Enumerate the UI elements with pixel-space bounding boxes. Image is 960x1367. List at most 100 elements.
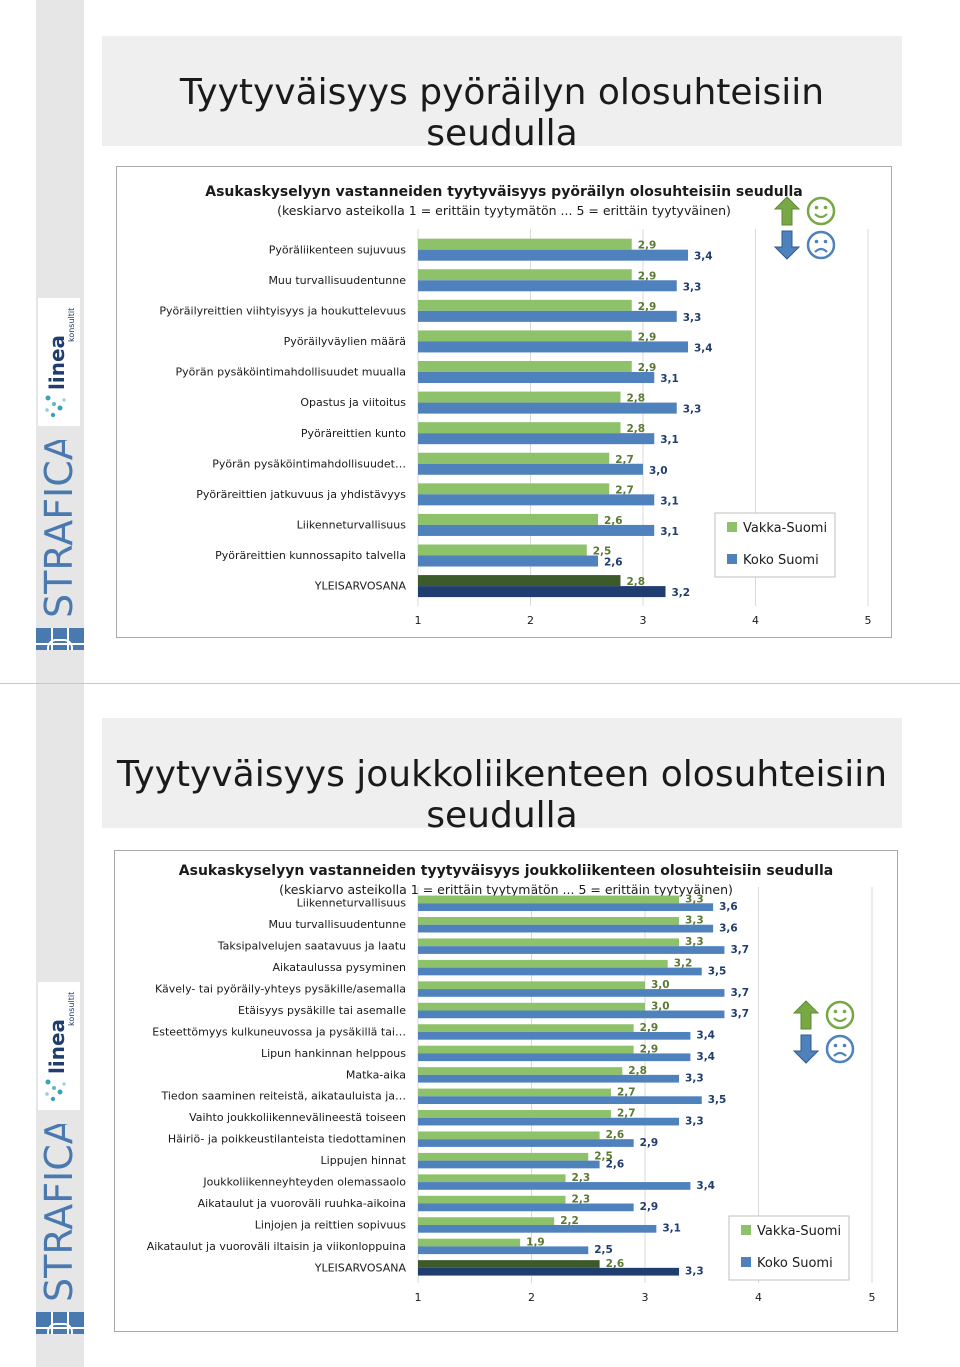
category-label: Taksipalvelujen saatavuus ja laatu bbox=[217, 940, 406, 953]
strafica-wordmark: STRAFICA bbox=[37, 1124, 81, 1302]
category-label: Aikataulut ja vuoroväli ruuhka-aikoina bbox=[198, 1197, 406, 1210]
slide-title: Tyytyväisyys joukkoliikenteen olosuhteis… bbox=[116, 754, 888, 836]
category-label: Muu turvallisuudentunne bbox=[268, 918, 406, 931]
smiley-sad-icon bbox=[825, 1034, 855, 1064]
bar-koko-suomi bbox=[418, 555, 598, 567]
value-label-koko-suomi: 3,4 bbox=[696, 1051, 715, 1063]
category-label: Liikenneturvallisuus bbox=[297, 897, 407, 910]
value-label-koko-suomi: 3,0 bbox=[649, 465, 668, 477]
value-label-vakka-suomi: 2,2 bbox=[560, 1215, 579, 1227]
value-label-vakka-suomi: 2,5 bbox=[594, 1151, 613, 1163]
bar-koko-suomi bbox=[418, 341, 688, 353]
value-label-koko-suomi: 3,5 bbox=[708, 1094, 727, 1106]
value-label-koko-suomi: 3,1 bbox=[660, 373, 679, 385]
value-label-vakka-suomi: 2,7 bbox=[615, 454, 634, 466]
bar-koko-suomi bbox=[418, 1010, 725, 1019]
value-label-vakka-suomi: 2,3 bbox=[572, 1172, 591, 1184]
bar-vakka-suomi bbox=[418, 544, 587, 556]
rating-icons bbox=[773, 196, 836, 260]
arrow-down-icon bbox=[792, 1034, 820, 1064]
strafica-emblem bbox=[36, 1312, 84, 1334]
bar-koko-suomi bbox=[418, 586, 666, 598]
title-band: Tyytyväisyys pyöräilyn olosuhteisiin seu… bbox=[102, 36, 902, 154]
value-label-vakka-suomi: 3,0 bbox=[651, 979, 670, 991]
bar-koko-suomi bbox=[418, 1074, 680, 1083]
value-label-koko-suomi: 3,7 bbox=[730, 944, 749, 956]
bar-vakka-suomi bbox=[418, 238, 632, 250]
category-label: Pyöräreittien jatkuvuus ja yhdistävyys bbox=[196, 488, 406, 501]
slide-divider bbox=[0, 683, 960, 684]
bar-koko-suomi bbox=[418, 1139, 634, 1147]
x-tick-label: 2 bbox=[528, 1291, 535, 1304]
category-label: Aikataulussa pysyminen bbox=[273, 961, 406, 974]
bar-koko-suomi bbox=[418, 1096, 702, 1105]
value-label-koko-suomi: 2,6 bbox=[604, 557, 623, 569]
linea-logo-word: linea bbox=[45, 1019, 69, 1074]
bar-koko-suomi bbox=[418, 1203, 634, 1212]
value-label-vakka-suomi: 3,0 bbox=[651, 1001, 670, 1013]
category-label: Aikataulut ja vuoroväli iltaisin ja viik… bbox=[147, 1240, 406, 1253]
bar-vakka-suomi bbox=[418, 330, 632, 342]
x-tick-label: 1 bbox=[415, 614, 422, 627]
category-label: Pyöräreittien kunto bbox=[301, 427, 406, 440]
chart-frame: Asukaskyselyyn vastanneiden tyytyväisyys… bbox=[114, 850, 898, 1332]
bar-koko-suomi bbox=[418, 967, 702, 976]
category-label: Opastus ja viitoitus bbox=[300, 396, 406, 409]
value-label-koko-suomi: 3,4 bbox=[694, 251, 713, 263]
category-label: Häiriö- ja poikkeustilanteista tiedottam… bbox=[168, 1133, 406, 1146]
value-label-koko-suomi: 3,3 bbox=[683, 312, 702, 324]
value-label-koko-suomi: 3,3 bbox=[685, 1115, 704, 1127]
arrow-down-icon bbox=[773, 230, 801, 260]
value-label-vakka-suomi: 2,7 bbox=[615, 484, 634, 496]
bar-vakka-suomi bbox=[418, 1195, 566, 1204]
value-label-koko-suomi: 3,3 bbox=[685, 1266, 704, 1278]
bar-vakka-suomi bbox=[418, 938, 680, 947]
category-label: Linjojen ja reittien sopivuus bbox=[255, 1218, 407, 1231]
chart-subtitle: (keskiarvo asteikolla 1 = erittäin tyyty… bbox=[279, 882, 733, 897]
value-label-vakka-suomi: 2,8 bbox=[627, 576, 646, 588]
legend-swatch-vakka-suomi bbox=[727, 522, 737, 532]
bar-vakka-suomi bbox=[418, 895, 680, 904]
bar-koko-suomi bbox=[418, 1160, 600, 1169]
bar-koko-suomi bbox=[418, 1182, 691, 1190]
value-label-vakka-suomi: 2,9 bbox=[638, 301, 657, 313]
bar-vakka-suomi bbox=[418, 422, 621, 434]
value-label-vakka-suomi: 2,6 bbox=[606, 1129, 625, 1141]
category-label: Pyöräliikenteen sujuvuus bbox=[269, 243, 407, 256]
bar-koko-suomi bbox=[418, 249, 688, 261]
bar-vakka-suomi bbox=[418, 981, 645, 990]
bar-koko-suomi bbox=[418, 433, 655, 445]
legend-label-koko-suomi: Koko Suomi bbox=[743, 553, 819, 568]
bar-vakka-suomi bbox=[418, 575, 621, 587]
bar-vakka-suomi bbox=[418, 269, 632, 281]
bar-koko-suomi bbox=[418, 1117, 680, 1126]
legend-swatch-vakka-suomi bbox=[741, 1225, 751, 1235]
chart-title: Asukaskyselyyn vastanneiden tyytyväisyys… bbox=[205, 184, 803, 200]
bar-koko-suomi bbox=[418, 1053, 691, 1062]
value-label-koko-suomi: 3,3 bbox=[685, 1073, 704, 1085]
strafica-brand: STRAFICA bbox=[36, 440, 84, 650]
bar-koko-suomi bbox=[418, 989, 725, 997]
value-label-vakka-suomi: 3,3 bbox=[685, 893, 704, 905]
chart-subtitle: (keskiarvo asteikolla 1 = erittäin tyyty… bbox=[277, 203, 731, 218]
bar-koko-suomi bbox=[418, 524, 655, 536]
transit-chart: Asukaskyselyyn vastanneiden tyytyväisyys… bbox=[147, 863, 876, 1304]
value-label-koko-suomi: 3,4 bbox=[696, 1180, 715, 1192]
linea-logo-sub: konsultit bbox=[67, 992, 76, 1026]
value-label-koko-suomi: 3,1 bbox=[660, 526, 679, 538]
category-label: Muu turvallisuudentunne bbox=[268, 274, 406, 287]
value-label-koko-suomi: 2,9 bbox=[640, 1201, 659, 1213]
category-label: Etäisyys pysäkille tai asemalle bbox=[238, 1004, 406, 1017]
bar-koko-suomi bbox=[418, 1246, 589, 1255]
bar-koko-suomi bbox=[418, 494, 655, 506]
legend-label-koko-suomi: Koko Suomi bbox=[757, 1256, 833, 1271]
value-label-vakka-suomi: 2,9 bbox=[640, 1043, 659, 1055]
category-label: Liikenneturvallisuus bbox=[297, 519, 407, 532]
rating-icons bbox=[792, 1000, 855, 1064]
value-label-vakka-suomi: 2,9 bbox=[638, 270, 657, 282]
category-label: Lipun hankinnan helppous bbox=[261, 1047, 406, 1060]
bar-vakka-suomi bbox=[418, 1088, 611, 1097]
x-tick-label: 4 bbox=[752, 614, 759, 627]
strafica-brand: STRAFICA bbox=[36, 1124, 84, 1334]
category-label: YLEISARVOSANA bbox=[314, 1261, 407, 1274]
